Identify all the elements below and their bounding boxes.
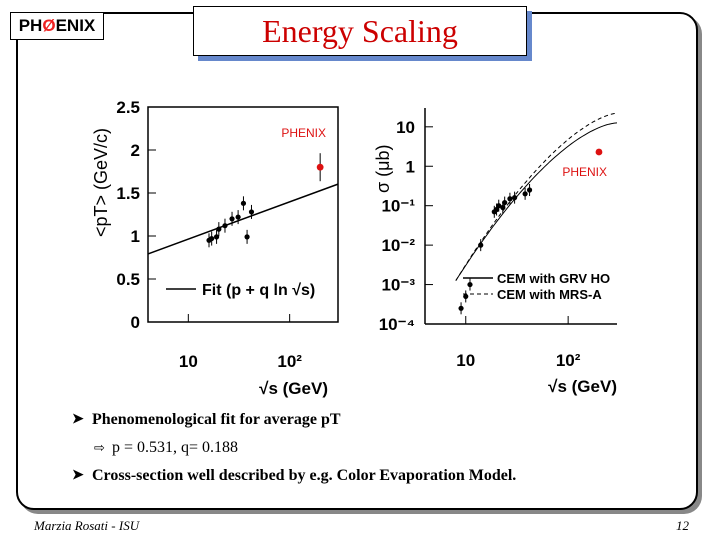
data-point (216, 226, 222, 232)
footer-author: Marzia Rosati - ISU (34, 518, 140, 533)
bullet-item: ➤ Cross-section well described by e.g. Co… (72, 462, 672, 490)
slide-title: Energy Scaling (262, 13, 458, 49)
plot-frame (147, 106, 339, 323)
y-tick-label: 10⁻² (381, 236, 415, 255)
phenix-point (316, 163, 324, 171)
y-tick-label: 10⁻³ (381, 276, 415, 295)
bullet-item: ➤ Phenomenological fit for average pT (72, 406, 672, 434)
x-axis-label: √s (GeV) (259, 379, 328, 398)
data-point (222, 223, 228, 229)
fit-line (147, 183, 339, 255)
bullet-list: ➤ Phenomenological fit for average pT ⇨ p … (72, 406, 672, 490)
phenix-logo: PHØENIX (10, 12, 104, 40)
arrow-icon: ➤ (72, 412, 84, 427)
y-tick-label: 2 (131, 141, 140, 160)
phenix-point (595, 148, 603, 156)
data-point (248, 209, 255, 215)
data-point (463, 293, 469, 300)
y-axis-label: σ (μb) (373, 145, 393, 193)
data-point (522, 191, 528, 197)
data-point (467, 281, 473, 288)
y-tick-label: 10⁻¹ (381, 197, 415, 216)
series-line-mrs (455, 112, 618, 281)
data-point (502, 199, 508, 206)
legend-mrs-label: CEM with MRS-A (497, 287, 602, 302)
page-number: 12 (676, 518, 689, 533)
sub-bullet-item: ⇨ p = 0.531, q= 0.188 (94, 434, 672, 462)
data-point (244, 234, 250, 240)
data-point (478, 242, 484, 248)
y-tick-label: 0.5 (116, 270, 140, 289)
data-point (458, 305, 464, 311)
pt-chart: 0 0.5 1 1.5 2 2.5 10 10² <pT> (GeV/c) √s (GeV) PHE… (91, 98, 339, 398)
data-point (507, 196, 513, 202)
legend-fit-label: Fit (p + q ln √s) (202, 282, 315, 299)
data-point (512, 195, 518, 201)
y-tick-label: 1.5 (116, 184, 140, 203)
x-axis-label: √s (GeV) (548, 377, 617, 396)
data-point (240, 200, 247, 206)
x-tick-label: 10 (179, 352, 198, 371)
phenix-label: PHENIX (281, 126, 326, 140)
x-tick-label: 10 (456, 351, 475, 370)
x-tick-label: 10² (556, 351, 581, 370)
data-point (500, 204, 506, 211)
series-line-grv (455, 122, 618, 281)
data-point (229, 216, 235, 222)
data-point (493, 206, 500, 213)
arrow-icon: ➤ (72, 468, 84, 483)
cross-section-chart: 10 1 10⁻¹ 10⁻² 10⁻³ 10⁻⁴ 10 10² σ (μb) √s (GeV) PH… (373, 108, 618, 396)
y-tick-label: 10⁻⁴ (379, 315, 415, 334)
data-point (209, 235, 215, 242)
phenix-label: PHENIX (562, 165, 607, 179)
data-point (496, 203, 502, 209)
data-point (235, 214, 241, 220)
legend-grv-label: CEM with GRV HO (497, 271, 610, 286)
y-tick-label: 1 (131, 227, 140, 246)
data-point (526, 187, 533, 193)
data-point (213, 234, 220, 240)
title-box: Energy Scaling (193, 6, 527, 56)
slide-frame (16, 12, 698, 510)
y-tick-label: 1 (406, 157, 415, 176)
y-axis-label: <pT> (GeV/c) (91, 128, 111, 237)
y-tick-label: 10 (396, 118, 415, 137)
arrow-icon: ⇨ (94, 440, 105, 455)
x-tick-label: 10² (277, 352, 302, 371)
y-tick-label: 2.5 (116, 98, 140, 117)
y-tick-label: 0 (131, 313, 140, 332)
